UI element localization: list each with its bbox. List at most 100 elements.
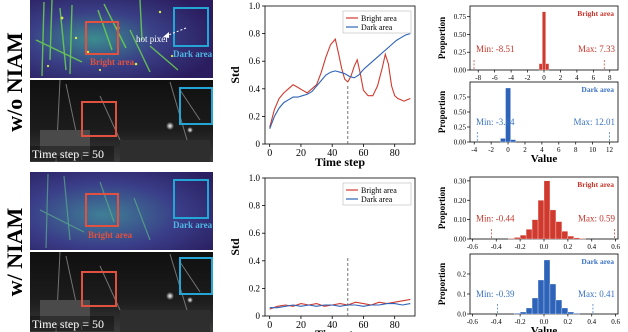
y-tick-label: 0 — [256, 139, 261, 149]
x-tick-label: 0.0 — [540, 318, 549, 326]
x-tick-label: 12 — [606, 146, 614, 154]
histogram-bar — [545, 63, 550, 71]
histogram-bar — [514, 313, 521, 315]
x-tick-label: 0.2 — [563, 318, 572, 326]
x-tick-label: -0.4 — [491, 243, 503, 251]
x-tick-label: 0.6 — [611, 243, 620, 251]
histogram-bar — [531, 219, 539, 240]
std-chart-with-niam: 0 0.2 0.4 0.6 0.8 1.0 0 20 40 60 80 Time step Std Bri… — [228, 173, 416, 332]
row-label-with-niam: w/ NIAM — [2, 207, 27, 296]
y-tick-label: 0.50 — [454, 31, 467, 39]
x-tick-label: 80 — [390, 148, 400, 159]
image-panels: Bright area Dark area hot pixel Time ste… — [30, 0, 213, 332]
y-tick-label: 0.50 — [454, 109, 467, 117]
y-axis-label: Proportion — [437, 263, 447, 305]
x-tick-label: -0.2 — [515, 243, 527, 251]
histogram-bar — [573, 313, 580, 315]
y-tick-label: 0.10 — [454, 216, 467, 224]
histogram-bright-without-niam: 0.00 0.25 0.50 0.75 -8 -6 -4 -2 0 2 4 6 8 Proportion B… — [437, 5, 619, 82]
y-tick-label: 0 — [256, 311, 261, 321]
y-tick-label: 0.4 — [249, 84, 261, 94]
y-tick-label: 0.00 — [454, 67, 467, 75]
y-axis-label: Std — [228, 238, 242, 256]
x-tick-label: -6 — [492, 74, 498, 82]
histogram-bright-with-niam: 0.00 0.10 0.20 0.30 -0.6 -0.4 -0.2 0.0 0.2 0.4 0.6… — [437, 176, 620, 251]
x-tick-label: 0 — [267, 320, 272, 331]
x-axis-label: Time step — [315, 155, 365, 169]
x-tick-label: 2 — [559, 74, 563, 82]
histogram-bar — [519, 311, 527, 315]
y-tick-label: 0.2 — [457, 271, 466, 279]
frame-without-niam: Time step = 50 — [30, 79, 213, 163]
y-tick-label: 1.0 — [249, 173, 261, 183]
x-axis-label: Value — [531, 153, 558, 165]
x-tick-label: 10 — [589, 146, 597, 154]
min-label: Min: -0.44 — [476, 214, 515, 224]
histogram-bar — [561, 231, 569, 240]
x-tick-label: 20 — [296, 148, 306, 159]
series-line-dark — [269, 33, 411, 129]
x-tick-label: 4 — [575, 74, 579, 82]
std-chart-without-niam: 0 0.2 0.4 0.6 0.8 1.0 0 20 40 60 80 Time step Std Bri… — [228, 1, 416, 169]
max-label: Max: 12.01 — [574, 117, 616, 127]
histogram-bar — [514, 237, 521, 240]
frame-caption: Time step = 50 — [32, 147, 104, 161]
histogram-bar — [500, 138, 506, 143]
x-tick-label: 40 — [327, 148, 337, 159]
y-tick-label: 0.00 — [454, 236, 467, 244]
max-label: Max: 7.33 — [578, 44, 615, 54]
x-tick-label: 0.4 — [587, 243, 596, 251]
y-tick-label: 0.1 — [457, 291, 466, 299]
dark-area-box — [179, 257, 213, 295]
histogram-bar — [508, 238, 515, 240]
histogram-title: Dark area — [581, 257, 614, 266]
x-tick-label: -4 — [471, 146, 477, 154]
x-tick-label: 0.2 — [563, 243, 572, 251]
bright-area-label: Bright area — [88, 230, 133, 240]
y-tick-label: 0.6 — [249, 56, 261, 66]
dark-area-box — [173, 179, 209, 219]
x-tick-label: 80 — [390, 320, 400, 331]
frame-caption: Time step = 50 — [32, 317, 104, 331]
histogram-bar — [531, 297, 539, 315]
x-tick-label: -2 — [525, 74, 531, 82]
bright-area-box — [85, 21, 119, 55]
y-tick-label: 0.6 — [249, 228, 261, 238]
dark-area-box — [173, 7, 209, 47]
y-tick-label: 0.2 — [249, 111, 260, 121]
x-tick-label: -0.4 — [491, 318, 503, 326]
histogram-bar — [549, 209, 557, 240]
legend-label-dark: Dark area — [361, 195, 393, 204]
y-axis-label: Proportion — [437, 17, 447, 59]
x-tick-label: 0 — [542, 74, 546, 82]
plot-frame — [264, 177, 416, 317]
bright-area-label: Bright area — [90, 57, 135, 67]
y-tick-label: 0.8 — [249, 201, 261, 211]
y-tick-label: 0.75 — [454, 13, 467, 21]
row-label-without-niam: w/o NIAM — [2, 32, 27, 132]
bright-area-box — [81, 101, 117, 137]
histogram-bar — [505, 87, 511, 143]
y-tick-label: 0.20 — [454, 197, 467, 205]
min-label: Min: -8.51 — [476, 44, 515, 54]
event-map-without-niam: Bright area Dark area hot pixel — [30, 0, 213, 78]
series-line-dark — [269, 303, 411, 309]
histogram-bar — [525, 229, 533, 240]
x-tick-label: 6 — [592, 74, 596, 82]
histogram-bar — [510, 139, 516, 143]
x-tick-label: 0.6 — [611, 318, 620, 326]
x-tick-label: 0 — [506, 146, 510, 154]
histogram-bar — [519, 234, 527, 240]
x-tick-label: -0.6 — [467, 243, 479, 251]
y-tick-label: 0.75 — [454, 94, 467, 102]
y-tick-label: 0.2 — [249, 283, 260, 293]
x-tick-label: -0.2 — [515, 318, 527, 326]
histogram-bar — [567, 311, 574, 315]
y-tick-label: 0.8 — [249, 29, 261, 39]
frame-with-niam: Time step = 50 — [30, 251, 213, 332]
histogram-bar — [555, 299, 563, 315]
x-tick-label: 0.4 — [587, 318, 596, 326]
legend-label-bright: Bright area — [361, 14, 397, 23]
histogram-title: Bright area — [577, 180, 614, 189]
